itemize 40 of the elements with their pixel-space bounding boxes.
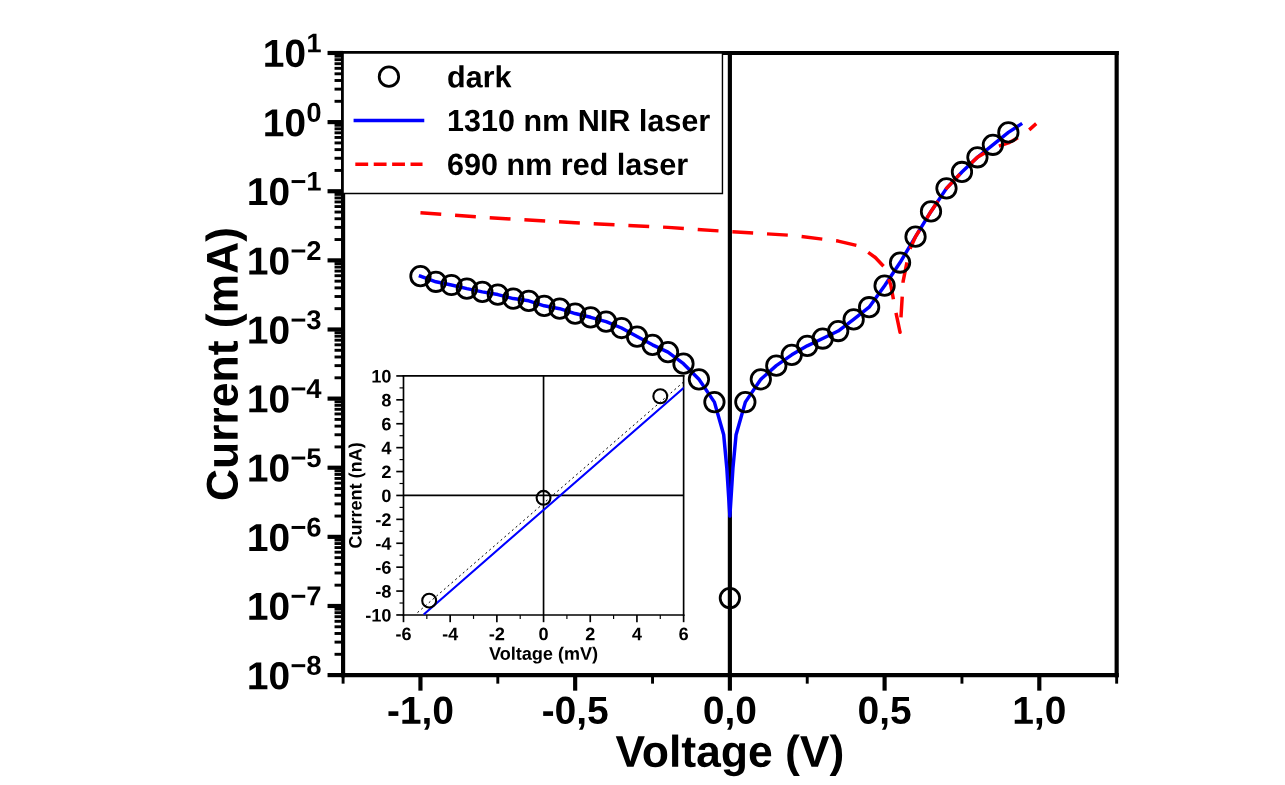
y-tick-label: -10 <box>366 608 391 622</box>
x-axis-title: Voltage (mV) <box>489 646 598 664</box>
legend-label: 690 nm red laser <box>448 152 688 176</box>
x-tick-label: 0 <box>539 627 548 641</box>
y-tick-label: -4 <box>376 537 392 550</box>
x-tick-label: 4 <box>632 627 642 641</box>
x-axis-title: Voltage (V) <box>615 734 843 777</box>
x-tick-label: -1,0 <box>388 696 453 730</box>
y-tick-label: 4 <box>381 441 392 455</box>
legend-label: 1310 nm NIR laser <box>448 108 710 132</box>
y-tick-label: 10$^{−8}$ <box>249 655 321 690</box>
legend-label: dark <box>448 65 512 88</box>
y-tick-label: 10$^{−1}$ <box>249 171 321 206</box>
x-tick-label: 0,0 <box>704 696 756 730</box>
y-tick-label: 10$^{−7}$ <box>249 586 321 621</box>
y-tick-label: 8 <box>381 393 391 407</box>
y-tick-label: 10$^{−5}$ <box>249 448 321 482</box>
x-tick-label: 2 <box>585 627 595 641</box>
y-tick-label: 10$^{−2}$ <box>249 241 321 275</box>
y-axis-title: Current (mA) <box>205 229 247 500</box>
y-tick-label: 10$^{−6}$ <box>249 517 321 552</box>
y-tick-label: -8 <box>376 585 391 598</box>
y-tick-label: 10$^{0}$ <box>265 102 321 137</box>
x-tick-label: -4 <box>442 627 459 641</box>
x-tick-label: 6 <box>679 627 688 641</box>
y-tick-label: 10$^{−3}$ <box>249 310 321 344</box>
x-tick-label: -0,5 <box>543 696 608 730</box>
x-tick-label: 0,5 <box>859 696 911 730</box>
y-tick-label: 10 <box>372 369 391 383</box>
y-tick-label: -6 <box>376 561 391 574</box>
y-tick-label: -2 <box>376 513 391 526</box>
y-tick-label: 10$^{1}$ <box>265 33 321 68</box>
y-axis-title: Current (nA) <box>348 443 366 548</box>
x-tick-label: -6 <box>396 627 411 641</box>
x-tick-label: -2 <box>489 627 505 641</box>
y-tick-label: 6 <box>382 417 391 431</box>
y-tick-label: 10$^{−4}$ <box>249 379 322 413</box>
y-tick-label: 2 <box>381 465 391 479</box>
y-tick-label: 0 <box>382 489 391 503</box>
x-tick-label: 1,0 <box>1014 696 1065 730</box>
